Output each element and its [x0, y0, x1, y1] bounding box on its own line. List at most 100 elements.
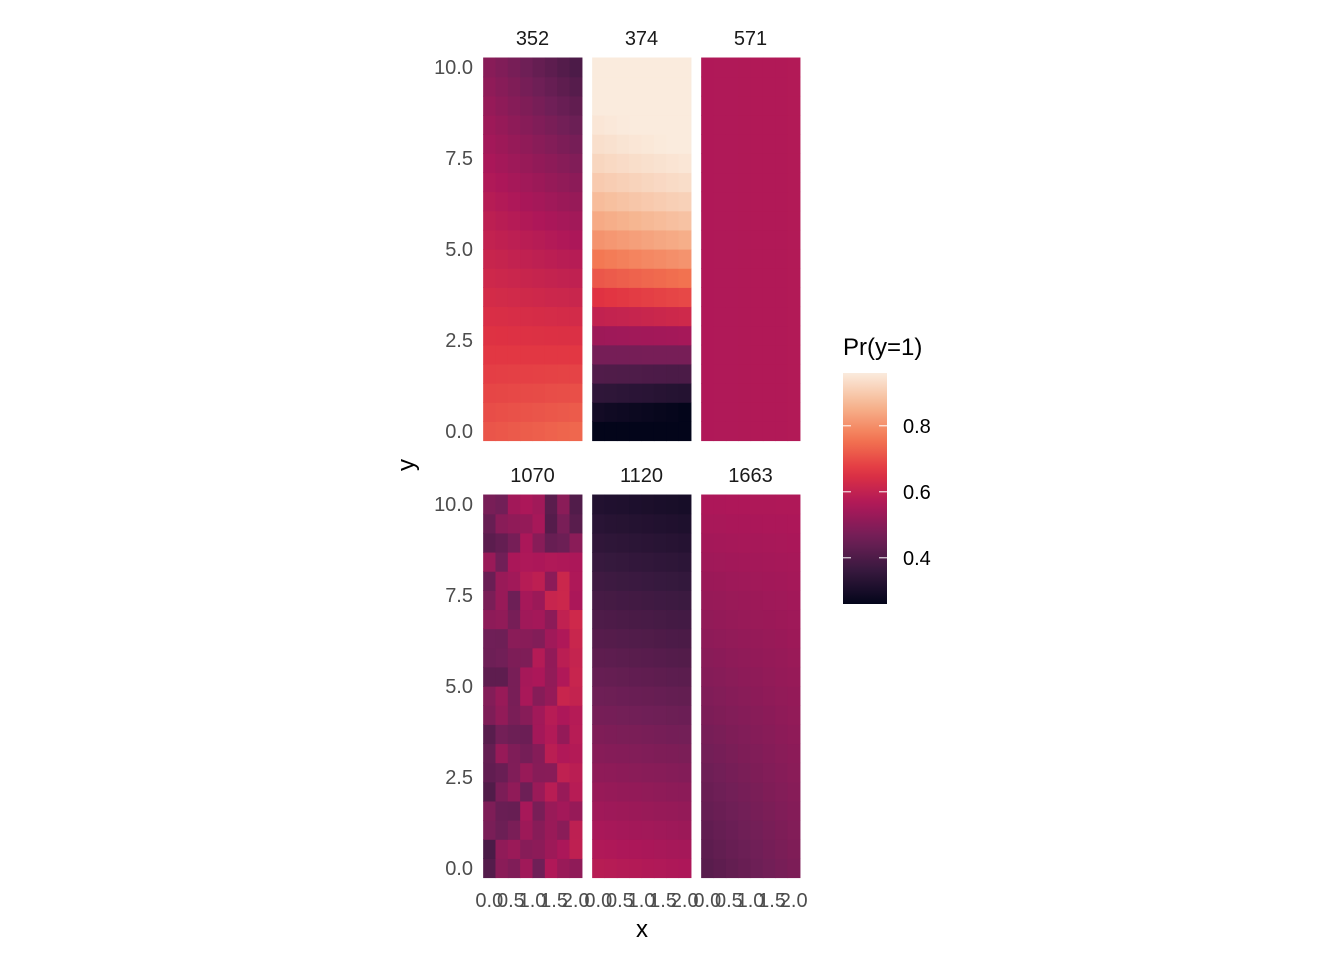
heatmap-tile [775, 513, 789, 534]
heatmap-tile [629, 153, 643, 174]
heatmap-tile [725, 551, 739, 572]
heatmap-tile [629, 686, 643, 706]
heatmap-tile [762, 762, 776, 783]
heatmap-tile [495, 781, 509, 802]
heatmap-tile [713, 532, 727, 553]
heatmap-tile [507, 114, 521, 135]
heatmap-tile [544, 153, 558, 174]
heatmap-tile [775, 647, 789, 668]
heatmap-tile [569, 743, 583, 764]
heatmap-tile [557, 858, 571, 879]
heatmap-tile [666, 762, 680, 783]
heatmap-tile [592, 268, 606, 288]
heatmap-tile [532, 268, 546, 288]
heatmap-tile [725, 325, 739, 346]
heatmap-tile [787, 647, 801, 668]
heatmap-tile [483, 134, 497, 154]
heatmap-tile [750, 153, 764, 174]
heatmap-tile [532, 686, 546, 706]
heatmap-tile [641, 513, 655, 534]
heatmap-tile [483, 383, 497, 403]
heatmap-tile [616, 628, 630, 649]
heatmap-tile [604, 134, 618, 154]
heatmap-tile [666, 551, 680, 572]
heatmap-tile [713, 781, 727, 802]
heatmap-tile [750, 344, 764, 365]
heatmap-tile [666, 666, 680, 687]
heatmap-tile [750, 306, 764, 327]
heatmap-tile [678, 210, 692, 231]
heatmap-tile [592, 306, 606, 327]
heatmap-tile [713, 249, 727, 269]
heatmap-tile [569, 494, 583, 515]
heatmap-tile [666, 57, 680, 78]
heatmap-tile [701, 551, 715, 572]
heatmap-tile [557, 628, 571, 649]
heatmap-tile [495, 402, 509, 422]
heatmap-tile [616, 268, 630, 288]
heatmap-tile [750, 421, 764, 442]
heatmap-tile [775, 628, 789, 649]
heatmap-tile [738, 114, 752, 135]
heatmap-tile [495, 628, 509, 649]
heatmap-tile [701, 590, 715, 611]
heatmap-tile [701, 724, 715, 745]
heatmap-tile [713, 686, 727, 706]
heatmap-tile [557, 762, 571, 783]
heatmap-tile [738, 344, 752, 365]
heatmap-tile [653, 76, 667, 97]
heatmap-tile [701, 421, 715, 442]
heatmap-tile [557, 287, 571, 308]
heatmap-tile [544, 306, 558, 327]
heatmap-tile [713, 800, 727, 821]
heatmap-tile [520, 191, 534, 212]
heatmap-tile [544, 839, 558, 859]
heatmap-tile [725, 724, 739, 745]
heatmap-tile [557, 686, 571, 706]
heatmap-tile [520, 383, 534, 403]
heatmap-tile [678, 344, 692, 365]
heatmap-tile [629, 513, 643, 534]
heatmap-tile [653, 306, 667, 327]
heatmap-tile [557, 820, 571, 840]
heatmap-tile [532, 421, 546, 442]
heatmap-tile [641, 363, 655, 384]
heatmap-tile [678, 363, 692, 384]
heatmap-tile [629, 724, 643, 745]
heatmap-tile [483, 781, 497, 802]
heatmap-tile [520, 76, 534, 97]
heatmap-tile [569, 666, 583, 687]
heatmap-tile [713, 839, 727, 859]
heatmap-tile [713, 268, 727, 288]
heatmap-tile [750, 551, 764, 572]
heatmap-tile [678, 743, 692, 764]
heatmap-tile [787, 57, 801, 78]
heatmap-tile [569, 402, 583, 422]
heatmap-tile [725, 858, 739, 879]
heatmap-tile [666, 325, 680, 346]
heatmap-tile [725, 686, 739, 706]
heatmap-tile [532, 494, 546, 515]
heatmap-tile [544, 344, 558, 365]
heatmap-tile [520, 724, 534, 745]
heatmap-tile [544, 551, 558, 572]
heatmap-tile [713, 287, 727, 308]
heatmap-tile [616, 724, 630, 745]
heatmap-tile [725, 95, 739, 116]
heatmap-tile [592, 76, 606, 97]
heatmap-tile [738, 134, 752, 154]
heatmap-tile [507, 781, 521, 802]
heatmap-tile [666, 172, 680, 193]
heatmap-tile [520, 590, 534, 611]
heatmap-tile [762, 172, 776, 193]
heatmap-tile [787, 590, 801, 611]
heatmap-tile [495, 551, 509, 572]
heatmap-tile [495, 590, 509, 611]
heatmap-tile [616, 172, 630, 193]
heatmap-tile [557, 590, 571, 611]
heatmap-tile [629, 95, 643, 116]
heatmap-tile [701, 494, 715, 515]
heatmap-tile [762, 229, 776, 250]
heatmap-tile [775, 532, 789, 553]
heatmap-tile [483, 609, 497, 630]
